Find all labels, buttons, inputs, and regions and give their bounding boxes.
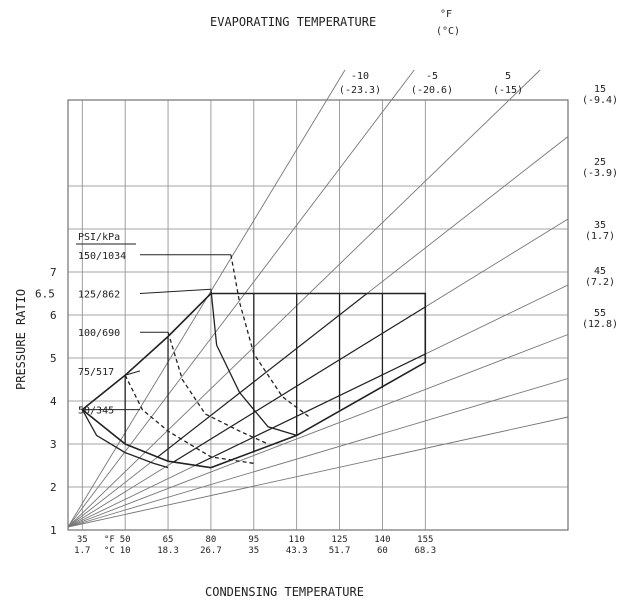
evap-label-f: -10	[351, 71, 369, 82]
x-tick-label-f: 95	[248, 535, 259, 545]
x-tick-label-c: 68.3	[414, 546, 436, 556]
x-tick-label-c: 1.7	[74, 546, 90, 556]
pressure-label: 150/1034	[78, 251, 126, 262]
evap-label-f: 55	[594, 308, 606, 319]
x-tick-label-c: 51.7	[329, 546, 351, 556]
x-tick-label-f: 35	[77, 535, 88, 545]
x-tick-label-f: 110	[289, 535, 305, 545]
evap-label-f: 35	[594, 220, 606, 231]
evaporating-line	[67, 416, 569, 528]
x-tick-label-f: 140	[374, 535, 390, 545]
chart-title: EVAPORATING TEMPERATURE	[210, 15, 376, 29]
y-tick-label: 3	[50, 438, 57, 451]
pressure-leader	[139, 288, 211, 294]
axis-labels: -10(-23.3)-5(-20.6)5(-15) 15(-9.4)25(-3.9…	[35, 71, 618, 556]
y-tick-label: 4	[50, 395, 57, 408]
envelope-evap-line	[145, 293, 426, 467]
pressure-curve	[81, 409, 169, 469]
evap-label-c: (-15)	[493, 85, 523, 96]
evap-label-f: 25	[594, 157, 606, 168]
evap-label-c: (-20.6)	[411, 85, 453, 96]
envelope-evap-line	[145, 323, 426, 468]
x-tick-label-f: 80	[205, 535, 216, 545]
evap-label-c: (1.7)	[585, 231, 615, 242]
evaporating-line	[67, 69, 541, 528]
x-unit-c: °C	[104, 546, 115, 556]
x-tick-label-f: 65	[163, 535, 174, 545]
x-tick-label-c: 60	[377, 546, 388, 556]
operating-envelope	[81, 292, 427, 469]
grid	[67, 99, 569, 531]
y-tick-label: 1	[50, 524, 57, 537]
x-tick-label-c: 26.7	[200, 546, 222, 556]
evaporating-line	[67, 69, 415, 528]
pressure-header: PSI/kPa	[78, 232, 120, 243]
pressure-label: 75/517	[78, 367, 114, 378]
x-tick-label-c: 35	[248, 546, 259, 556]
chart-title-unit-f: °F	[440, 9, 452, 20]
x-tick-label-f: 50	[120, 535, 131, 545]
evap-label-f: -5	[426, 71, 438, 82]
pressure-curves: 150/1034 125/862 100/690 75/517 50/345	[78, 251, 312, 469]
pressure-leader	[125, 370, 141, 376]
y-tick-label: 6	[50, 309, 57, 322]
pressure-curve	[210, 289, 297, 437]
y-tick-label: 5	[50, 352, 57, 365]
pressure-label: 50/345	[78, 406, 114, 417]
envelope-evap-line	[145, 293, 426, 468]
evap-label-c: (-23.3)	[339, 85, 381, 96]
pressure-label: 100/690	[78, 328, 120, 339]
y-tick-label: 6.5	[35, 288, 55, 301]
evap-label-c: (-3.9)	[582, 168, 618, 179]
pressure-curve	[124, 374, 254, 464]
envelope-outline	[81, 292, 427, 469]
evaporating-line	[67, 378, 569, 528]
chart-title-unit-c: (°C)	[436, 26, 460, 37]
evaporating-lines	[67, 69, 569, 528]
evap-label-c: (7.2)	[585, 277, 615, 288]
x-axis-label: CONDENSING TEMPERATURE	[205, 585, 364, 599]
pressure-curve	[230, 254, 312, 419]
x-tick-label-f: 155	[417, 535, 433, 545]
evap-label-c: (12.8)	[582, 319, 618, 330]
y-tick-label: 7	[50, 266, 57, 279]
x-tick-label-c: 10	[120, 546, 131, 556]
evap-label-f: 5	[505, 71, 511, 82]
y-axis-label: PRESSURE RATIO	[14, 289, 28, 390]
evap-label-f: 15	[594, 84, 606, 95]
x-unit-f: °F	[104, 535, 115, 545]
evap-label-c: (-9.4)	[582, 95, 618, 106]
x-tick-label-c: 18.3	[157, 546, 179, 556]
evaporating-line	[67, 334, 569, 528]
evap-label-f: 45	[594, 266, 606, 277]
x-tick-label-c: 43.3	[286, 546, 308, 556]
pressure-label: 125/862	[78, 290, 120, 301]
x-tick-label-f: 125	[331, 535, 347, 545]
y-tick-label: 2	[50, 481, 57, 494]
